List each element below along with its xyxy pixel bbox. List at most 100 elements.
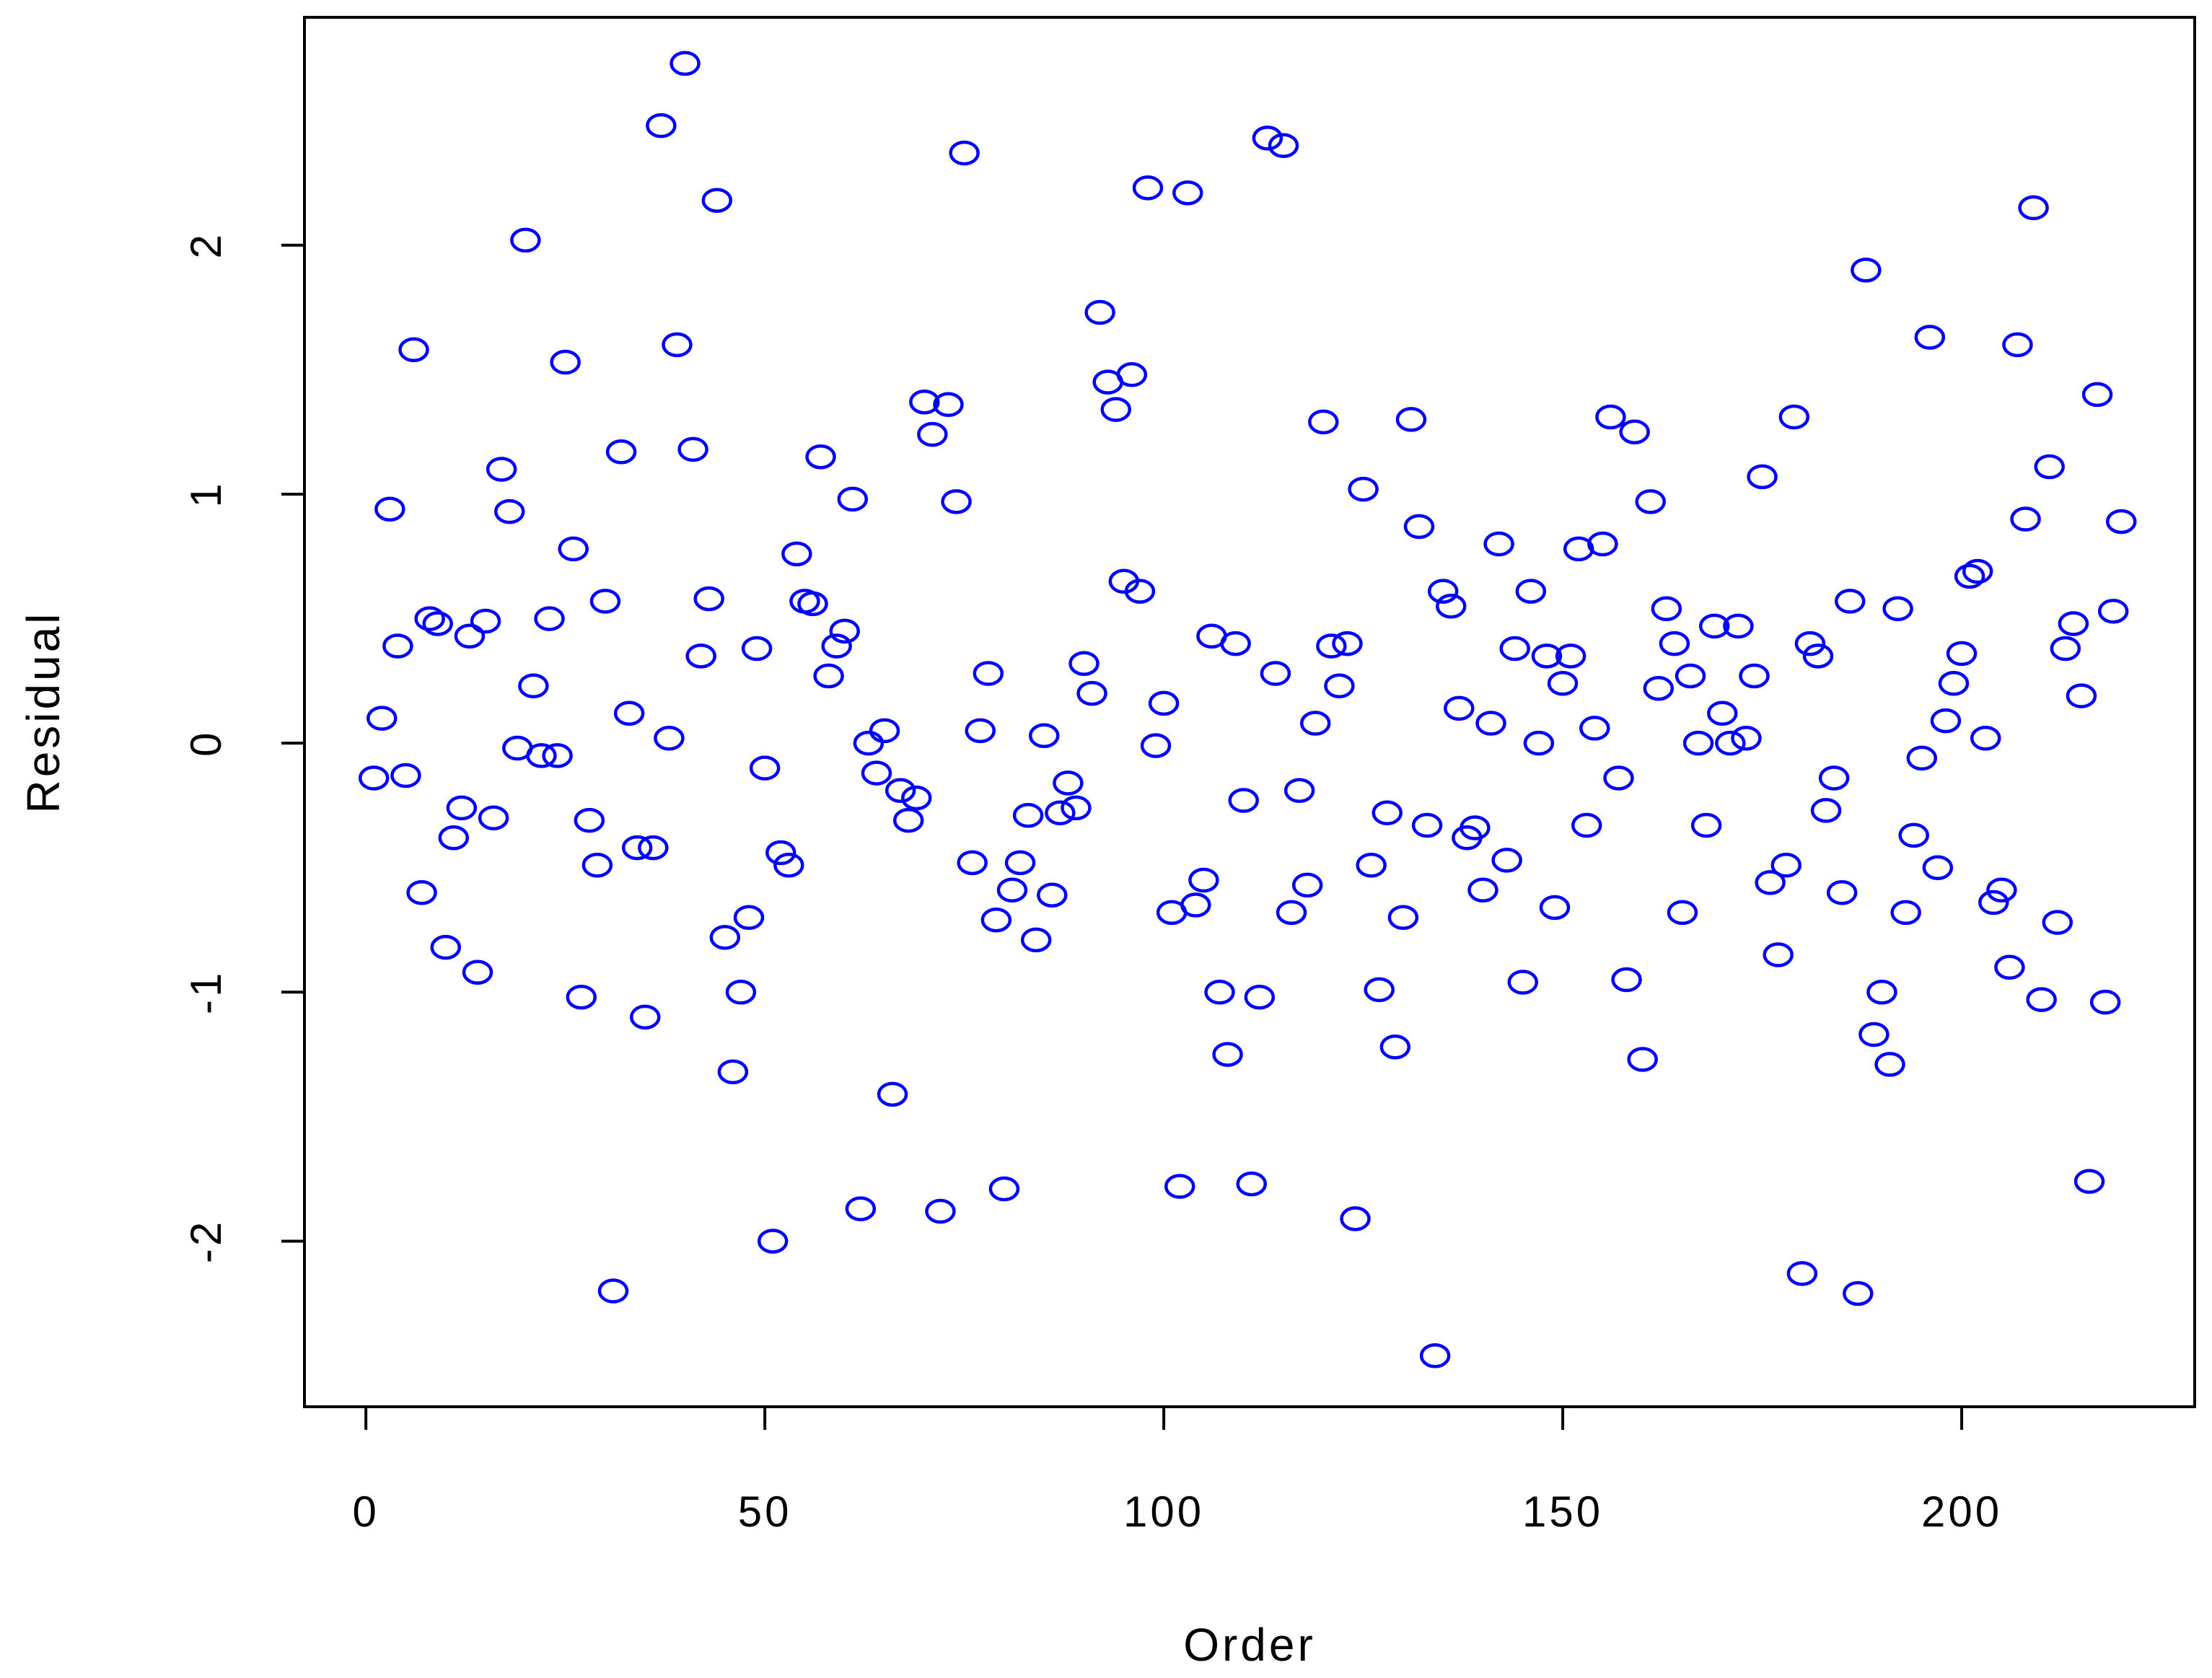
data-point xyxy=(957,850,988,876)
data-point xyxy=(909,390,940,415)
data-point xyxy=(646,113,677,139)
data-point xyxy=(1411,812,1443,838)
data-point xyxy=(1244,984,1276,1010)
data-point xyxy=(1818,765,1850,791)
y-tick-label: -1 xyxy=(182,970,230,1014)
data-point xyxy=(1786,1261,1818,1286)
x-tick-label: 0 xyxy=(352,1488,379,1536)
data-point xyxy=(1061,795,1092,821)
data-point xyxy=(1555,643,1586,669)
data-point xyxy=(462,959,493,985)
data-point xyxy=(518,673,549,699)
data-point xyxy=(605,439,637,465)
data-point xyxy=(845,1196,877,1221)
y-axis-title: Residual xyxy=(17,610,69,813)
data-point xyxy=(597,1278,629,1304)
data-point xyxy=(1531,643,1563,669)
data-point xyxy=(1930,708,1962,734)
data-point xyxy=(1507,970,1539,995)
data-point xyxy=(1635,489,1666,514)
data-point xyxy=(558,536,589,562)
data-point xyxy=(1659,631,1690,656)
data-point xyxy=(1356,853,1387,878)
data-point xyxy=(1715,730,1746,756)
data-point xyxy=(1794,631,1826,656)
data-point xyxy=(1770,853,1802,878)
data-point xyxy=(1739,663,1770,689)
data-point xyxy=(1547,671,1579,696)
data-point xyxy=(1755,870,1786,895)
data-point xyxy=(1180,892,1211,918)
data-point xyxy=(1858,1022,1890,1047)
data-point xyxy=(1682,730,1714,756)
data-point xyxy=(1116,362,1148,387)
data-point xyxy=(925,1198,956,1224)
data-point xyxy=(805,444,836,470)
data-point xyxy=(613,700,645,726)
data-point xyxy=(1499,636,1530,662)
data-point xyxy=(901,785,932,811)
data-point xyxy=(1252,126,1283,151)
y-axis: -2 -1 0 1 2 xyxy=(182,232,306,1263)
data-point xyxy=(581,853,613,878)
data-point xyxy=(1763,942,1794,967)
data-point xyxy=(1587,531,1618,557)
data-point xyxy=(2034,454,2065,480)
data-point xyxy=(406,879,437,905)
data-point xyxy=(438,825,470,851)
data-point xyxy=(1643,675,1675,701)
data-point xyxy=(1299,711,1331,736)
data-point xyxy=(1970,725,2001,751)
data-point xyxy=(885,778,916,803)
data-point xyxy=(717,1059,749,1085)
data-point xyxy=(1539,895,1571,921)
y-tick-label: -2 xyxy=(182,1219,230,1263)
data-point xyxy=(486,457,517,482)
data-point xyxy=(1340,1206,1371,1231)
data-point xyxy=(1436,594,1467,619)
data-point xyxy=(2050,636,2081,662)
data-point xyxy=(398,337,429,363)
x-tick-label: 200 xyxy=(1921,1488,2002,1536)
data-point xyxy=(374,496,405,522)
plot-box xyxy=(303,16,2196,1408)
data-point xyxy=(542,743,573,768)
data-point xyxy=(621,835,653,861)
data-point xyxy=(1595,404,1626,430)
data-point xyxy=(1387,905,1419,931)
data-point xyxy=(2010,506,2041,532)
data-point xyxy=(1204,980,1235,1005)
data-point xyxy=(693,586,724,612)
data-point xyxy=(1460,815,1491,840)
data-point xyxy=(701,188,733,213)
data-point xyxy=(1268,133,1299,159)
data-point xyxy=(1723,613,1754,639)
data-point xyxy=(446,795,478,821)
x-axis-title: Order xyxy=(1183,1619,1316,1671)
data-point xyxy=(1954,563,1985,589)
data-point xyxy=(1898,822,1929,848)
data-point xyxy=(1491,848,1522,873)
data-point xyxy=(1994,954,2025,980)
data-point xyxy=(1444,695,1475,721)
data-point xyxy=(1834,589,1866,614)
data-point xyxy=(1675,663,1706,689)
data-point xyxy=(765,840,796,866)
data-point xyxy=(1308,409,1339,435)
data-point xyxy=(1475,711,1506,736)
data-point xyxy=(797,591,828,617)
data-point xyxy=(1164,1174,1195,1199)
data-point xyxy=(861,760,892,786)
data-point xyxy=(2089,989,2121,1015)
y-tick-label: 0 xyxy=(182,729,230,756)
data-point xyxy=(662,332,693,358)
data-point xyxy=(1810,798,1842,823)
data-point xyxy=(1188,867,1219,893)
data-point xyxy=(1962,558,1993,584)
data-point xyxy=(1332,631,1363,656)
data-point xyxy=(382,633,413,659)
data-point xyxy=(1851,258,1882,283)
data-point xyxy=(1228,788,1259,813)
data-point xyxy=(813,663,844,689)
data-point xyxy=(1076,680,1107,706)
